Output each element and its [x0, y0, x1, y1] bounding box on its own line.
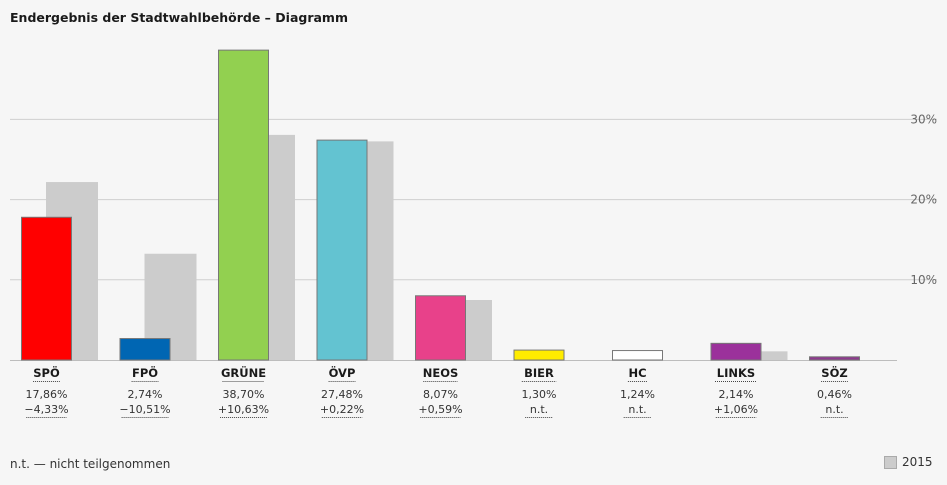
- legend-label-2015: 2015: [902, 455, 933, 469]
- bar-current-1[interactable]: [119, 338, 171, 361]
- value-label: 2,74%: [128, 388, 163, 401]
- party-label: HC: [628, 366, 646, 380]
- diff-label: +1,06%: [714, 403, 758, 416]
- party-label: ÖVP: [329, 365, 356, 380]
- diff-label: +0,59%: [418, 403, 462, 416]
- diff-label: −10,51%: [119, 403, 170, 416]
- bar-current-6[interactable]: [612, 350, 663, 361]
- y-tick-label: 30%: [910, 112, 937, 126]
- election-bar-chart: 10% 20% 30% SPÖ 17,86% −4,33% FPÖ 2,74% −10,51%…: [10, 49, 937, 418]
- diff-label: n.t.: [628, 403, 646, 416]
- value-label: 0,46%: [817, 388, 852, 401]
- party-label: NEOS: [423, 366, 459, 380]
- bar-current-0[interactable]: [21, 216, 72, 361]
- party-label: SÖZ: [821, 365, 847, 380]
- y-tick-label: 10%: [910, 273, 937, 287]
- diff-label: +10,63%: [218, 403, 269, 416]
- diff-label: −4,33%: [24, 403, 68, 416]
- bar-current-7[interactable]: [710, 342, 762, 361]
- bar-current-2[interactable]: [218, 49, 269, 361]
- party-label: SPÖ: [33, 365, 60, 380]
- labels-layer: SPÖ 17,86% −4,33% FPÖ 2,74% −10,51% GRÜNE 38,70…: [24, 365, 852, 418]
- party-label: FPÖ: [132, 365, 158, 380]
- legend-swatch-2015: [884, 455, 897, 469]
- diff-label: +0,22%: [320, 403, 364, 416]
- diff-label: n.t.: [825, 403, 843, 416]
- value-label: 2,14%: [719, 388, 754, 401]
- bar-current-8[interactable]: [809, 356, 860, 361]
- footnote: n.t. — nicht teilgenommen: [10, 457, 171, 471]
- bar-current-5[interactable]: [513, 349, 565, 361]
- value-label: 1,24%: [620, 388, 655, 401]
- page-title: Endergebnis der Stadtwahlbehörde – Diagr…: [10, 10, 348, 25]
- value-label: 27,48%: [321, 388, 363, 401]
- diff-label: n.t.: [530, 403, 548, 416]
- party-label: BIER: [524, 366, 554, 380]
- party-label: LINKS: [717, 366, 755, 380]
- legend: 2015: [884, 455, 933, 469]
- bar-current-4[interactable]: [415, 295, 466, 361]
- value-label: 1,30%: [522, 388, 557, 401]
- value-label: 17,86%: [26, 388, 68, 401]
- value-label: 8,07%: [423, 388, 458, 401]
- value-label: 38,70%: [223, 388, 265, 401]
- bar-current-3[interactable]: [316, 139, 368, 361]
- party-label: GRÜNE: [221, 365, 266, 380]
- bars-layer: [21, 49, 860, 361]
- y-tick-label: 20%: [910, 193, 937, 207]
